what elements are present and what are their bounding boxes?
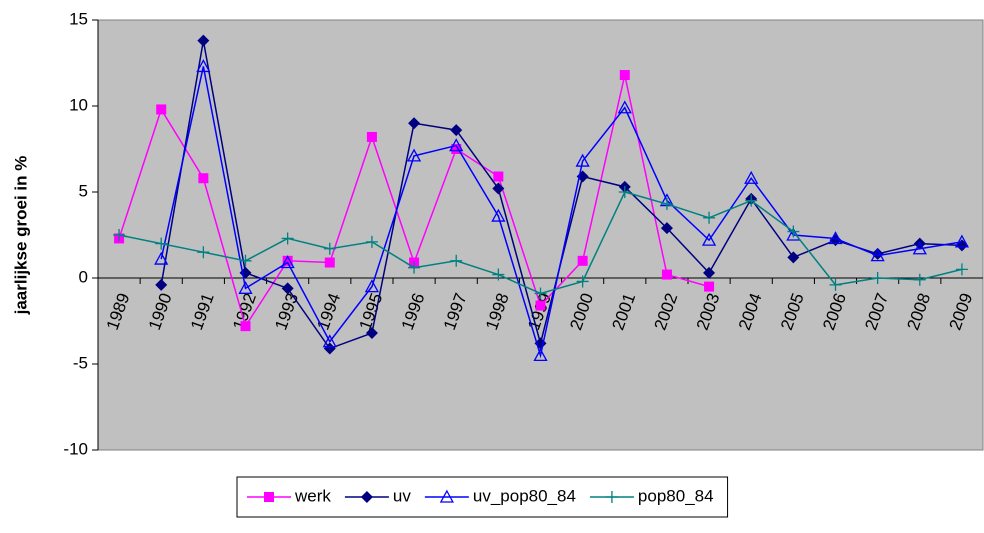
marker [238, 280, 253, 294]
marker [871, 272, 884, 284]
legend-label: uv [393, 486, 411, 505]
marker [365, 235, 378, 248]
y-tick-label: 0 [79, 267, 88, 286]
marker [113, 229, 126, 241]
marker [451, 144, 462, 154]
y-tick-label: -5 [73, 353, 88, 372]
marker [156, 104, 167, 115]
marker [787, 251, 800, 264]
marker [280, 255, 295, 269]
marker [870, 248, 885, 262]
y-tick-label: 5 [79, 181, 88, 200]
marker [661, 269, 672, 280]
marker [264, 492, 274, 502]
legend-box [236, 476, 729, 518]
marker [491, 208, 506, 222]
marker [154, 251, 169, 265]
marker [365, 327, 378, 340]
marker [198, 173, 209, 184]
marker [196, 59, 211, 73]
marker [745, 194, 758, 207]
marker [450, 124, 463, 137]
y-tick-label: 10 [69, 95, 88, 114]
marker [955, 263, 968, 276]
marker [576, 275, 589, 288]
marker [828, 231, 843, 245]
marker [324, 257, 335, 268]
marker [533, 348, 548, 362]
marker [619, 70, 630, 81]
legend-label: werk [294, 486, 331, 505]
marker [155, 237, 168, 250]
marker [912, 241, 927, 255]
marker [323, 242, 336, 255]
marker [197, 246, 210, 259]
marker [704, 281, 715, 292]
y-axis-label: jaarlijkse groei in % [11, 156, 30, 316]
marker [366, 131, 377, 142]
marker [450, 254, 463, 267]
marker [787, 225, 800, 238]
marker [281, 232, 294, 245]
legend-label: pop80_84 [638, 486, 714, 505]
marker [281, 282, 294, 295]
marker [744, 170, 759, 184]
marker [605, 491, 618, 503]
marker [240, 321, 251, 332]
legend-label: uv_pop80_84 [473, 486, 576, 505]
y-tick-label: -10 [63, 439, 88, 458]
marker [493, 171, 504, 182]
marker [954, 234, 970, 248]
marker [617, 100, 632, 114]
marker [577, 255, 588, 266]
marker [408, 261, 421, 274]
marker [703, 211, 716, 224]
marker [534, 287, 547, 300]
marker [239, 254, 252, 267]
plot-area [97, 19, 984, 451]
marker [701, 232, 717, 246]
marker [322, 334, 337, 348]
marker [197, 34, 210, 47]
marker [660, 222, 673, 235]
marker [703, 266, 716, 279]
marker [408, 117, 421, 130]
marker [282, 255, 293, 266]
y-tick-label: 15 [69, 9, 88, 28]
marker [439, 489, 454, 503]
marker [492, 182, 505, 195]
marker [364, 279, 380, 293]
marker [155, 278, 168, 291]
marker [449, 138, 464, 152]
marker [871, 247, 884, 260]
marker [535, 300, 546, 311]
marker [618, 186, 631, 198]
series-line [160, 66, 963, 359]
marker [323, 342, 336, 355]
marker [492, 268, 505, 281]
marker [829, 278, 842, 291]
marker [360, 491, 373, 503]
marker [406, 148, 422, 162]
marker [575, 153, 590, 167]
marker [913, 273, 926, 286]
marker [660, 198, 673, 211]
